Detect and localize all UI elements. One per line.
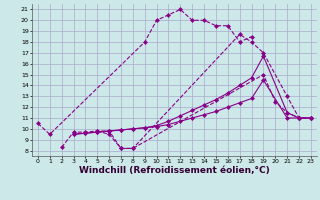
X-axis label: Windchill (Refroidissement éolien,°C): Windchill (Refroidissement éolien,°C)	[79, 166, 270, 175]
